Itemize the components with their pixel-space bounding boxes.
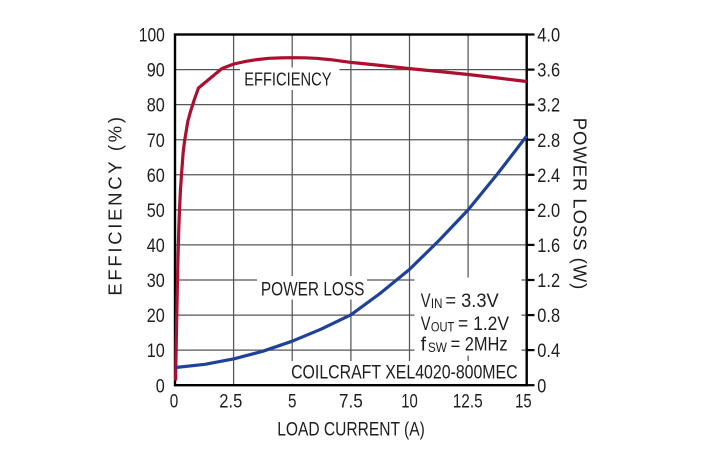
svg-text:EFFICIENCY: EFFICIENCY: [244, 69, 331, 90]
svg-text:5: 5: [288, 390, 297, 412]
svg-text:EFFICIENCY (%): EFFICIENCY (%): [105, 114, 126, 295]
svg-text:0: 0: [170, 390, 179, 412]
svg-text:0.4: 0.4: [537, 340, 560, 362]
svg-text:40: 40: [147, 235, 165, 257]
svg-text:10: 10: [401, 390, 418, 412]
svg-text:= 3.3V: = 3.3V: [445, 290, 498, 312]
svg-text:3.6: 3.6: [537, 60, 560, 82]
svg-text:70: 70: [147, 130, 165, 152]
svg-text:2.5: 2.5: [219, 390, 242, 412]
svg-text:80: 80: [147, 95, 165, 117]
svg-text:0: 0: [156, 375, 165, 397]
svg-text:POWER LOSS: POWER LOSS: [261, 280, 365, 301]
svg-text:SW: SW: [428, 340, 447, 355]
svg-text:OUT: OUT: [431, 319, 454, 334]
svg-text:12.5: 12.5: [453, 390, 483, 412]
svg-text:4.0: 4.0: [537, 25, 560, 47]
svg-text:30: 30: [147, 270, 165, 292]
svg-text:IN: IN: [431, 296, 443, 311]
svg-text:20: 20: [147, 305, 165, 327]
svg-text:V: V: [421, 313, 431, 335]
svg-text:60: 60: [147, 165, 165, 187]
svg-text:7.5: 7.5: [339, 390, 363, 412]
svg-text:2.8: 2.8: [537, 130, 560, 152]
svg-text:POWER LOSS (W): POWER LOSS (W): [570, 118, 591, 291]
svg-text:COILCRAFT XEL4020-800MEC: COILCRAFT XEL4020-800MEC: [291, 361, 517, 383]
svg-text:1.2: 1.2: [537, 270, 560, 292]
svg-text:15: 15: [515, 390, 532, 412]
svg-text:3.2: 3.2: [537, 95, 560, 117]
svg-text:100: 100: [139, 25, 165, 47]
svg-text:2.4: 2.4: [537, 165, 560, 187]
svg-text:0.8: 0.8: [537, 305, 560, 327]
svg-text:50: 50: [147, 200, 165, 222]
svg-text:0: 0: [537, 375, 546, 397]
svg-text:= 1.2V: = 1.2V: [458, 313, 509, 335]
svg-text:1.6: 1.6: [537, 235, 560, 257]
svg-text:LOAD CURRENT (A): LOAD CURRENT (A): [277, 418, 425, 440]
svg-text:V: V: [421, 290, 431, 312]
svg-text:10: 10: [147, 340, 165, 362]
svg-text:= 2MHz: = 2MHz: [451, 333, 508, 355]
svg-text:2.0: 2.0: [537, 200, 560, 222]
svg-text:90: 90: [147, 60, 165, 82]
svg-text:f: f: [421, 333, 427, 355]
